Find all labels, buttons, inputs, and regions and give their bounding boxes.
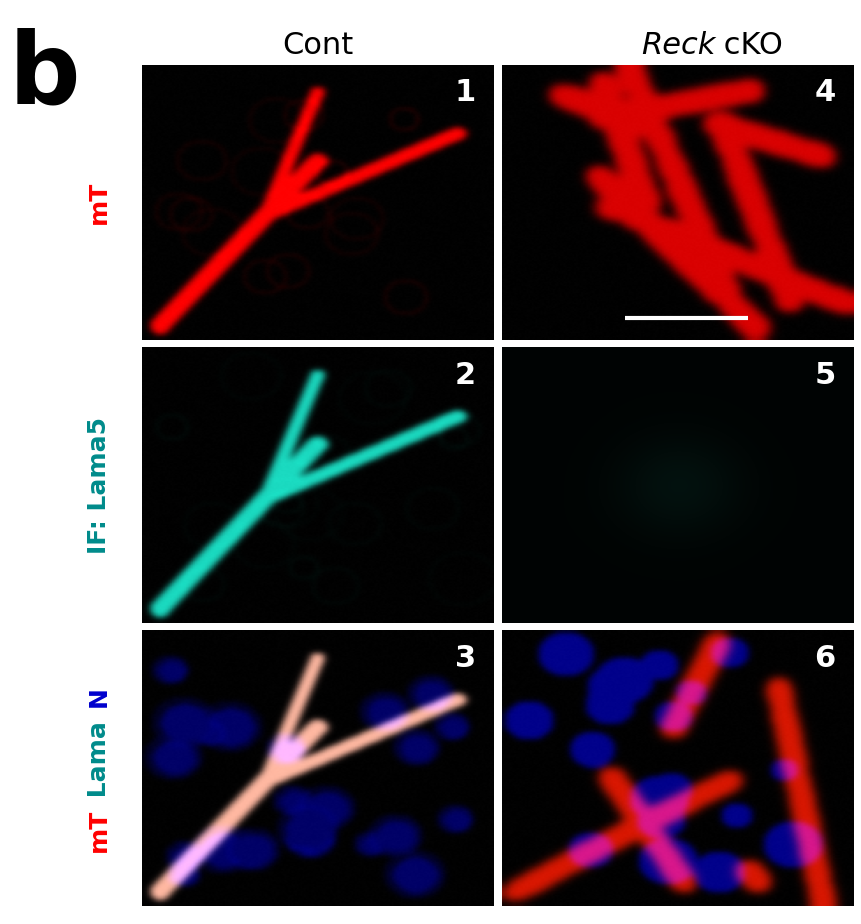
Text: cKO: cKO [714, 31, 783, 60]
Text: 4: 4 [814, 79, 835, 107]
Text: N: N [87, 686, 111, 707]
Text: Lama: Lama [87, 712, 111, 806]
Text: Reck: Reck [641, 31, 715, 60]
Text: b: b [9, 28, 80, 125]
Text: mT: mT [87, 808, 111, 852]
Text: 3: 3 [455, 644, 475, 673]
Text: 2: 2 [455, 361, 475, 390]
Text: Cont: Cont [282, 31, 353, 60]
Text: IF: Lama5: IF: Lama5 [87, 417, 111, 553]
Text: 5: 5 [814, 361, 835, 390]
Text: 1: 1 [454, 79, 475, 107]
Text: 6: 6 [814, 644, 835, 673]
Text: mT: mT [87, 181, 111, 224]
